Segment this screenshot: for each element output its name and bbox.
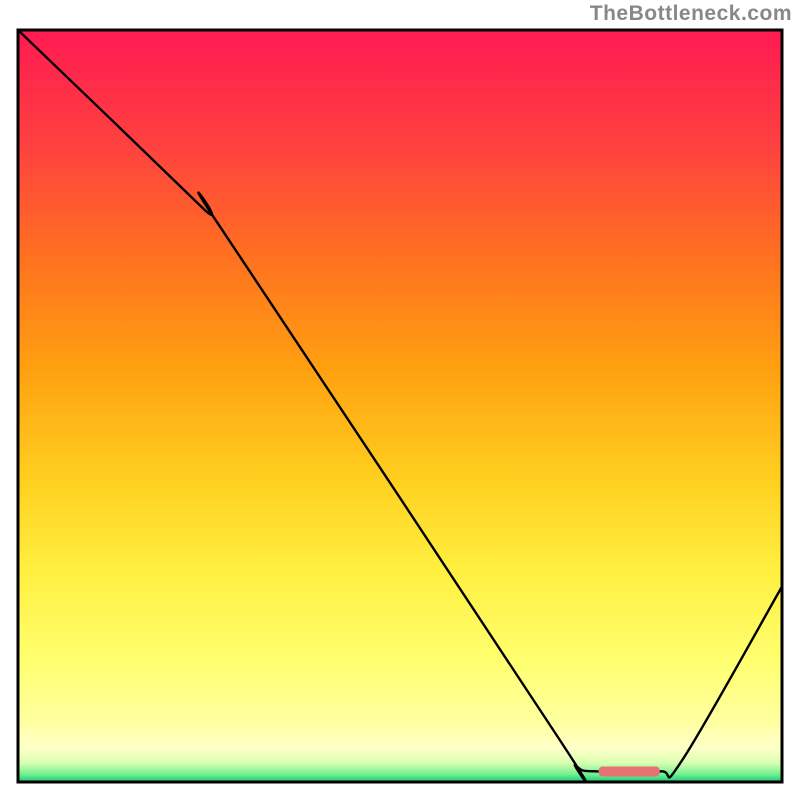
chart-container: TheBottleneck.com (0, 0, 800, 800)
plot-area (18, 30, 782, 782)
chart-background (18, 30, 782, 782)
watermark-text: TheBottleneck.com (590, 2, 792, 26)
chart-svg (0, 0, 800, 800)
optimum-marker (599, 766, 660, 776)
